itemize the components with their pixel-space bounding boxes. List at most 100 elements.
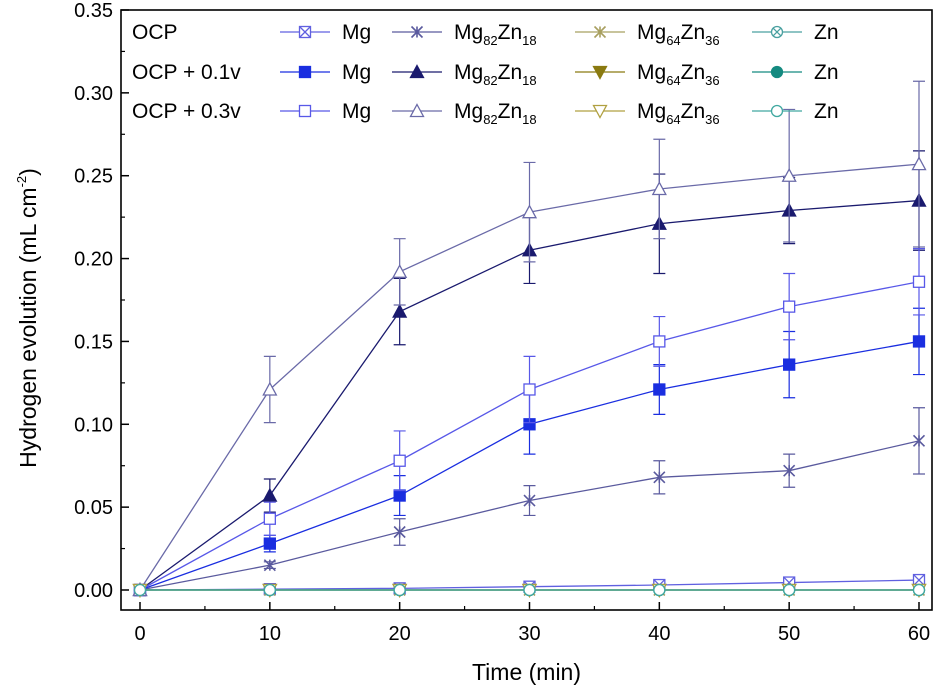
y-axis-title-close: ) xyxy=(15,168,41,176)
data-point xyxy=(783,583,796,597)
data-point xyxy=(263,537,276,550)
data-point xyxy=(262,381,278,396)
legend-marker xyxy=(298,25,312,39)
x-axis-title: Time (min) xyxy=(472,659,581,685)
x-tick-label: 0 xyxy=(134,623,145,645)
data-point xyxy=(653,471,666,484)
data-point xyxy=(912,434,926,447)
data-point xyxy=(392,303,408,318)
data-point xyxy=(263,512,276,525)
plot-frame xyxy=(120,9,933,611)
data-point xyxy=(783,464,796,477)
y-tick-label: 0.30 xyxy=(74,83,113,105)
legend-marker xyxy=(298,104,312,118)
data-point xyxy=(653,335,666,348)
y-tick-label: 0.35 xyxy=(74,0,113,22)
data-point xyxy=(653,583,666,597)
data-point xyxy=(262,487,278,502)
legend-entry: Zn xyxy=(752,21,839,44)
data-point xyxy=(521,204,538,219)
data-point xyxy=(133,583,147,597)
legend-label: Zn xyxy=(814,61,839,84)
data-point xyxy=(393,583,406,597)
legend-entry: Mg64Zn36 xyxy=(575,21,720,48)
data-point xyxy=(912,275,926,288)
data-point xyxy=(393,454,406,467)
legend-entry: Mg xyxy=(280,61,371,84)
legend-label: Zn xyxy=(814,100,839,123)
legend-entry: Mg64Zn36 xyxy=(575,100,720,127)
legend-label: Mg82Zn18 xyxy=(454,21,537,48)
legend-marker xyxy=(593,25,607,39)
series-layer xyxy=(132,80,927,598)
legend-marker xyxy=(770,104,784,118)
series-p03-mg xyxy=(133,248,926,597)
series-p03-zn xyxy=(133,583,926,597)
legend-label: Mg xyxy=(342,21,371,44)
data-point xyxy=(523,494,536,507)
legend-entry: Mg xyxy=(280,100,371,123)
legend: OCP Mg Mg82Zn18 Mg64Zn36 Zn OCP + 0.1v Mg Mg82Z… xyxy=(132,21,839,127)
series-ocp-mg82zn18 xyxy=(133,407,926,597)
legend-entry: Mg64Zn36 xyxy=(575,61,720,88)
y-tick-label: 0.05 xyxy=(74,497,113,519)
legend-entry: Zn xyxy=(752,61,839,84)
legend-marker xyxy=(770,65,784,79)
legend-marker xyxy=(770,25,784,39)
y-tick-label: 0.00 xyxy=(74,580,113,602)
legend-row: OCP Mg Mg82Zn18 Mg64Zn36 Zn xyxy=(132,21,839,48)
data-point xyxy=(651,181,667,196)
legend-label: Mg82Zn18 xyxy=(454,100,537,127)
legend-label: Mg64Zn36 xyxy=(637,61,720,88)
data-point xyxy=(653,383,666,396)
legend-label: Mg xyxy=(342,100,371,123)
data-point xyxy=(263,583,276,597)
data-point xyxy=(783,358,796,371)
x-tick-label: 30 xyxy=(518,623,540,645)
x-tick-label: 60 xyxy=(908,623,930,645)
y-tick-label: 0.20 xyxy=(74,249,113,271)
legend-marker xyxy=(409,64,425,79)
legend-entry: Mg82Zn18 xyxy=(392,100,537,127)
legend-label: Mg xyxy=(342,61,371,84)
legend-condition-label: OCP + 0.1v xyxy=(132,61,241,84)
legend-label: Mg64Zn36 xyxy=(637,100,720,127)
y-tick-label: 0.10 xyxy=(74,414,113,436)
y-axis-title: Hydrogen evolution (mL cm-2) xyxy=(14,168,41,468)
legend-entry: Mg xyxy=(280,21,371,44)
x-tick-label: 20 xyxy=(389,623,411,645)
data-point xyxy=(781,167,797,182)
legend-condition-label: OCP xyxy=(132,21,178,44)
data-point xyxy=(523,383,536,396)
data-point xyxy=(392,263,408,278)
y-tick-label: 0.15 xyxy=(74,331,113,353)
legend-label: Zn xyxy=(814,21,839,44)
legend-condition-label: OCP + 0.3v xyxy=(132,100,241,123)
legend-label: Mg64Zn36 xyxy=(637,21,720,48)
data-point xyxy=(393,489,406,502)
legend-entry: Zn xyxy=(752,100,839,123)
axis-layer: 0 10 20 30 40 50 60 0.00 0.05 0.10 0.15 0.20 0.25 0.3… xyxy=(74,0,930,645)
legend-marker xyxy=(409,103,425,118)
data-point xyxy=(523,583,536,597)
legend-marker xyxy=(298,65,312,79)
legend-entry: Mg82Zn18 xyxy=(392,21,537,48)
data-point xyxy=(393,525,406,539)
y-axis-title-main: Hydrogen evolution (mL cm xyxy=(15,187,41,467)
legend-label: Mg82Zn18 xyxy=(454,61,537,88)
series-p01-mg xyxy=(133,307,926,597)
data-point xyxy=(912,335,926,348)
legend-marker xyxy=(592,65,608,80)
legend-marker xyxy=(410,25,424,39)
legend-marker xyxy=(592,104,608,119)
data-point xyxy=(911,156,927,171)
x-tick-label: 10 xyxy=(259,623,281,645)
data-point xyxy=(263,559,276,572)
y-axis-title-superscript: -2 xyxy=(14,176,29,188)
x-tick-label: 40 xyxy=(648,623,670,645)
data-point xyxy=(783,300,796,313)
series-p03-mg82zn18 xyxy=(132,80,927,597)
legend-row: OCP + 0.3v Mg Mg82Zn18 Mg64Zn36 Zn xyxy=(132,100,839,127)
y-tick-label: 0.25 xyxy=(74,166,113,188)
